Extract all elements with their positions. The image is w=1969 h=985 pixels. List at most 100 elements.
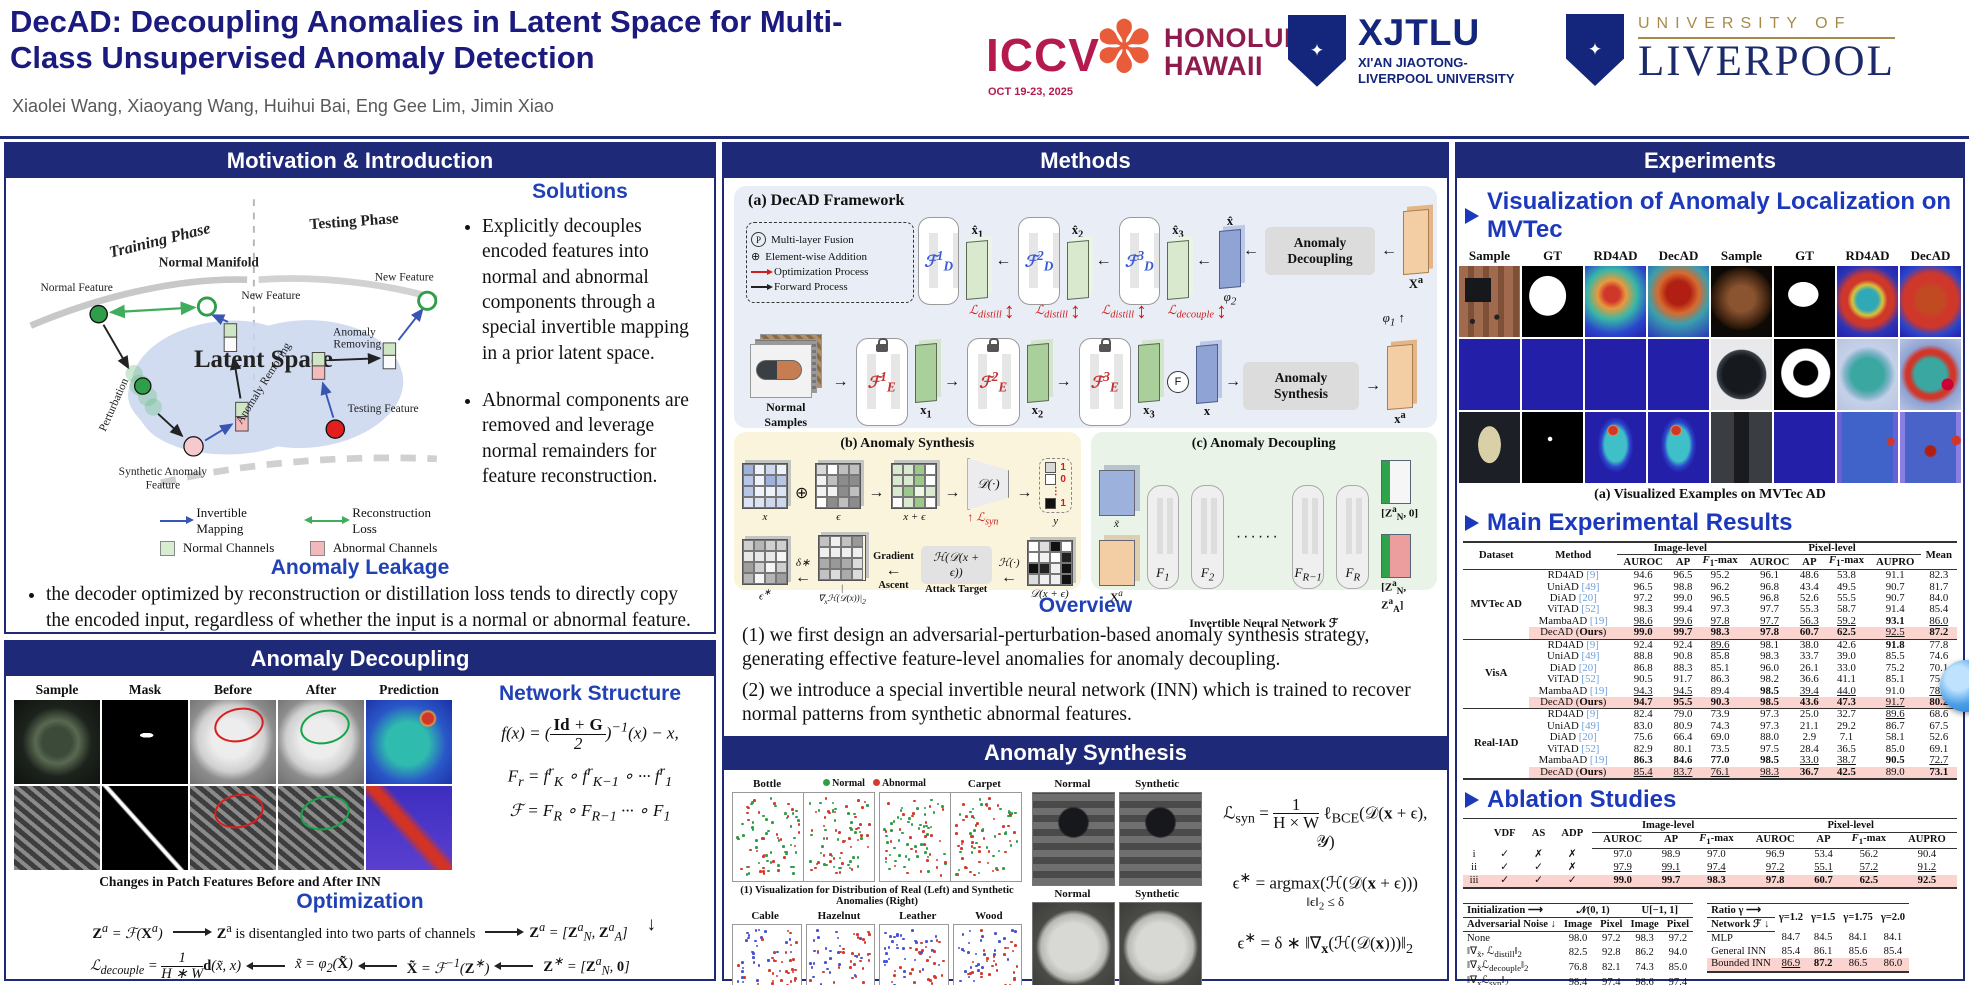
value-cell: 55.1 (1814, 862, 1833, 874)
scatter-point (901, 831, 904, 835)
anomaly-synthesis-content: Bottle Normal Abnormal Carpet (1) Visual… (724, 770, 1447, 985)
plot-title-cable: Cable (751, 909, 779, 922)
lock-icon (875, 338, 888, 352)
table-header: Pixel-level (1743, 542, 1921, 556)
matrix-cell (1027, 552, 1039, 564)
method-cell: DecAD (Ours) (1529, 627, 1618, 640)
scatter-point (817, 861, 820, 864)
scatter-point (843, 839, 847, 843)
scatter-point (842, 951, 845, 955)
scatter-caption-1: (1) Visualization for Distribution of Re… (740, 884, 1014, 907)
scatter-point (969, 966, 973, 969)
table-row: ViTAD [52] 82.9 80.1 73.5 97.5 28.4 36.5 85.0 69… (1463, 742, 1957, 755)
value-cell: 62.5 (1823, 627, 1870, 640)
delta-label: δ∗ (795, 557, 811, 570)
scatter-point (859, 834, 863, 837)
value-cell: 44.0 (1836, 684, 1856, 697)
synthetic-img-label: Synthetic (1135, 887, 1180, 900)
left-arrow-icon (246, 962, 286, 971)
table-header: γ=1.5 (1811, 912, 1836, 924)
scatter-point (835, 930, 839, 934)
scatter-point (979, 939, 983, 943)
scatter-point (763, 930, 767, 933)
scatter-point (772, 959, 776, 962)
synthetic-img-label: Synthetic (1135, 777, 1180, 790)
scatter-point (969, 870, 972, 874)
scatter-point (899, 817, 903, 821)
scatter-point (867, 959, 871, 963)
value-cell: 74.3 (1710, 719, 1730, 732)
scatter-point (898, 854, 901, 857)
xjtlu-abbr: XJTLU (1358, 12, 1481, 53)
scatter-point (981, 935, 984, 938)
matrix-cell (903, 474, 915, 486)
scatter-point (924, 850, 927, 854)
scatter-point (884, 860, 888, 864)
liverpool-shield-icon: ✦ (1566, 14, 1624, 86)
ablation-row: iii ✓ ✓ ✓ 99.0 99.7 98.3 97.8 60.7 62.5 92.5 (1463, 874, 1957, 889)
matrix-cell (1038, 541, 1050, 553)
normal-img-label: Normal (1054, 777, 1091, 790)
matrix-cell (743, 572, 754, 584)
decoder-2: ℱ2D (1018, 216, 1060, 305)
scatter-point (981, 828, 985, 832)
scatter-point (789, 980, 793, 983)
opt-za: Za = ℱ(Xa) (92, 921, 163, 943)
value-cell: 38.0 (1795, 638, 1824, 652)
right-arrow-icon: → (944, 483, 961, 501)
value-cell: 69.1 (1929, 742, 1949, 755)
xa-label: xa (1394, 409, 1406, 426)
table-header: AP (1795, 554, 1824, 571)
lock-icon (987, 338, 1000, 352)
value-cell: 85.5 (1885, 650, 1905, 663)
anomaly-synthesis-panel-b: (b) Anomaly Synthesis x ⊕ ϵ → x + ϵ → 𝒟(… (734, 432, 1081, 606)
scatter-point (866, 834, 869, 837)
matrix-cell (1060, 541, 1072, 553)
table-row: UniAD [49] 96.5 98.8 96.2 96.8 43.4 49.5 90.7 81… (1463, 580, 1957, 593)
value-cell: 43.4 (1799, 580, 1819, 593)
table-header: Pixel-level (1744, 818, 1957, 833)
check-icon: ✓ (1485, 874, 1525, 889)
scatter-point (957, 844, 960, 848)
legend-label: Normal Channels (183, 540, 275, 555)
scatter-point (856, 933, 859, 936)
scatter-point (962, 818, 965, 822)
anomaly-removing-test-2: Removing (333, 339, 381, 351)
scatter-point (1015, 964, 1019, 968)
scatter-point (909, 972, 912, 975)
value-cell: 89.6 (1869, 708, 1921, 721)
value-cell: 58.7 (1836, 603, 1856, 616)
reconstruction-loss-arrow (108, 301, 197, 319)
scatter-point (981, 965, 984, 969)
matrix-cell (830, 547, 841, 559)
viz-col-header: Sample (1720, 248, 1763, 263)
scatter-point (795, 941, 798, 944)
matrix-cell (892, 463, 904, 475)
scatter-point (882, 959, 886, 963)
matrix-cell (765, 474, 776, 486)
iccv-dates: OCT 19-23, 2025 (988, 86, 1073, 98)
scatter-point (927, 869, 930, 873)
scatter-point (780, 960, 784, 964)
right-arrow-icon: → (1365, 376, 1381, 394)
matrix-cell (776, 561, 787, 573)
loss-annotation: ℒdistill ↕ (1101, 298, 1147, 324)
scatter-point (896, 946, 899, 950)
value-cell: 93.1 (1885, 614, 1905, 627)
left-arrow-icon: ← (885, 561, 902, 579)
value-cell: 53.4 (1814, 849, 1833, 861)
scatter-point (848, 866, 852, 870)
scatter-point (762, 866, 765, 870)
scatter-point (757, 964, 761, 968)
value-cell: 91.7 (1869, 696, 1921, 709)
scatter-point (977, 962, 980, 966)
matrix-cell (776, 485, 787, 497)
scatter-point (751, 801, 754, 804)
framework-title: (a) DecAD Framework (748, 192, 905, 209)
right-arrow-icon: → (832, 373, 849, 390)
scatter-point (928, 805, 932, 808)
scatter-point (912, 799, 916, 803)
scatter-point (972, 816, 976, 820)
scatter-point (999, 807, 1002, 811)
scatter-point (1004, 830, 1008, 834)
